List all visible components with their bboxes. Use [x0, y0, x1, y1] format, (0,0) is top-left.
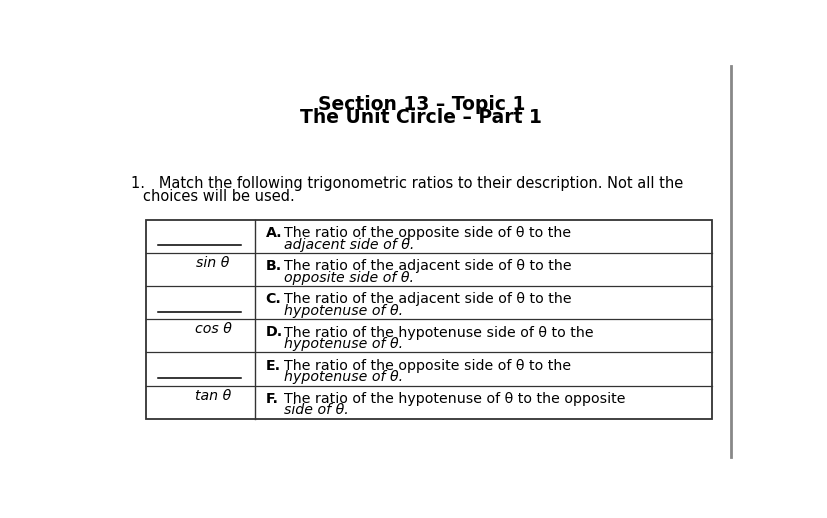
- Text: choices will be used.: choices will be used.: [143, 189, 294, 204]
- Text: Section 13 – Topic 1: Section 13 – Topic 1: [318, 94, 524, 113]
- Text: cos θ: cos θ: [194, 322, 232, 336]
- Text: B.: B.: [265, 260, 281, 274]
- Bar: [146, 220, 711, 419]
- Text: adjacent side of θ.: adjacent side of θ.: [284, 238, 414, 252]
- Text: The ratio of the hypotenuse of θ to the opposite: The ratio of the hypotenuse of θ to the …: [284, 392, 625, 406]
- Text: hypotenuse of θ.: hypotenuse of θ.: [284, 337, 403, 351]
- Text: D.: D.: [265, 325, 282, 339]
- Text: hypotenuse of θ.: hypotenuse of θ.: [284, 370, 403, 384]
- Text: The ratio of the adjacent side of θ to the: The ratio of the adjacent side of θ to t…: [284, 260, 571, 274]
- Text: opposite side of θ.: opposite side of θ.: [284, 271, 414, 285]
- Text: The ratio of the adjacent side of θ to the: The ratio of the adjacent side of θ to t…: [284, 292, 571, 306]
- Text: E.: E.: [265, 358, 280, 372]
- Text: The ratio of the hypotenuse side of θ to the: The ratio of the hypotenuse side of θ to…: [284, 325, 593, 339]
- Text: F.: F.: [265, 392, 278, 406]
- Text: C.: C.: [265, 292, 281, 306]
- Text: side of θ.: side of θ.: [284, 404, 348, 418]
- Text: tan θ: tan θ: [195, 388, 231, 402]
- Text: The Unit Circle – Part 1: The Unit Circle – Part 1: [300, 108, 542, 127]
- Text: A.: A.: [265, 226, 282, 240]
- Text: The ratio of the opposite side of θ to the: The ratio of the opposite side of θ to t…: [284, 358, 571, 372]
- Text: 1.   Match the following trigonometric ratios to their description. Not all the: 1. Match the following trigonometric rat…: [131, 176, 682, 191]
- Text: sin θ: sin θ: [196, 256, 230, 270]
- Text: The ratio of the opposite side of θ to the: The ratio of the opposite side of θ to t…: [284, 226, 571, 240]
- Text: hypotenuse of θ.: hypotenuse of θ.: [284, 304, 403, 318]
